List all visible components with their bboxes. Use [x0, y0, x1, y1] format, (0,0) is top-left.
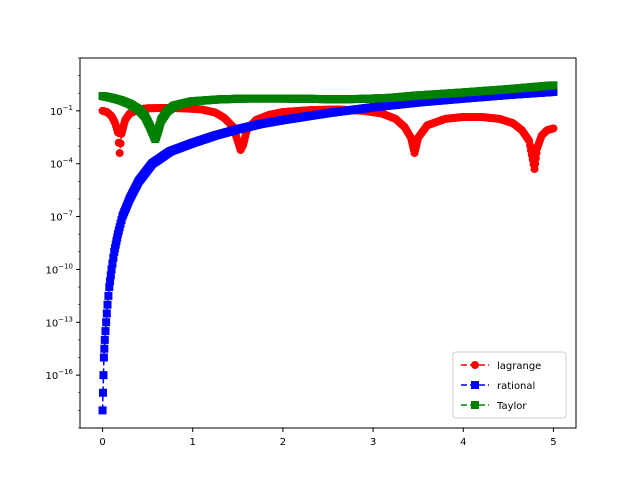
legend-label: Taylor: [496, 401, 527, 412]
data-point: [102, 318, 111, 327]
data-point: [102, 309, 111, 318]
data-point: [99, 353, 108, 362]
series-layer: [98, 81, 558, 415]
data-point: [549, 87, 558, 96]
x-axis: 0 1 2 3 4 5: [99, 428, 557, 448]
y-tick-base: 10: [50, 160, 63, 171]
data-point: [108, 259, 117, 268]
data-point: [104, 291, 113, 300]
legend-label: rational: [497, 381, 535, 392]
legend-marker: [471, 361, 479, 369]
data-point: [549, 81, 558, 90]
legend-item-lagrange: lagrange: [461, 361, 541, 372]
data-point: [100, 335, 109, 344]
y-tick-label: 10−16: [45, 368, 73, 382]
series-taylor: [98, 81, 558, 144]
y-tick-exponent: −1: [63, 104, 73, 112]
data-point: [106, 277, 115, 286]
data-point: [98, 406, 107, 415]
x-tick-label: 5: [550, 437, 556, 448]
data-point: [106, 271, 115, 280]
y-tick-label: 10−4: [50, 157, 74, 171]
series-rational: [98, 87, 558, 415]
legend-box: [452, 351, 567, 419]
x-tick-label: 3: [370, 437, 376, 448]
y-tick-exponent: −10: [58, 262, 73, 270]
x-tick-label: 2: [280, 437, 286, 448]
y-tick-label: 10−10: [45, 262, 73, 276]
y-tick-base: 10: [50, 213, 63, 224]
y-tick-label: 10−13: [45, 315, 73, 329]
legend-item-rational: rational: [461, 381, 535, 392]
y-tick-base: 10: [45, 318, 58, 329]
legend-marker: [471, 381, 479, 389]
x-tick-label: 1: [190, 437, 196, 448]
data-point: [105, 283, 114, 292]
y-tick-base: 10: [50, 107, 63, 118]
y-tick-exponent: −13: [58, 315, 73, 323]
data-point: [98, 388, 107, 397]
x-tick-label: 4: [460, 437, 466, 448]
data-point: [99, 371, 108, 380]
y-tick-base: 10: [45, 371, 58, 382]
data-point: [100, 344, 109, 353]
legend: lagrange rational Taylor: [452, 351, 567, 419]
plot-frame: [79, 57, 577, 429]
y-tick-exponent: −16: [58, 368, 73, 376]
data-point: [116, 139, 125, 148]
x-tick-label: 0: [99, 437, 105, 448]
y-tick-exponent: −4: [63, 157, 74, 165]
data-point: [549, 124, 558, 133]
legend-item-taylor: Taylor: [461, 401, 527, 412]
data-point: [101, 327, 110, 336]
data-point: [115, 149, 124, 158]
y-tick-label: 10−1: [50, 104, 73, 118]
legend-label: lagrange: [497, 361, 541, 372]
y-tick-exponent: −7: [63, 210, 73, 218]
y-tick-base: 10: [45, 265, 58, 276]
y-tick-label: 10−7: [50, 210, 73, 224]
data-point: [103, 300, 112, 309]
data-point: [107, 265, 116, 274]
data-point: [109, 253, 118, 262]
legend-marker: [471, 401, 479, 409]
